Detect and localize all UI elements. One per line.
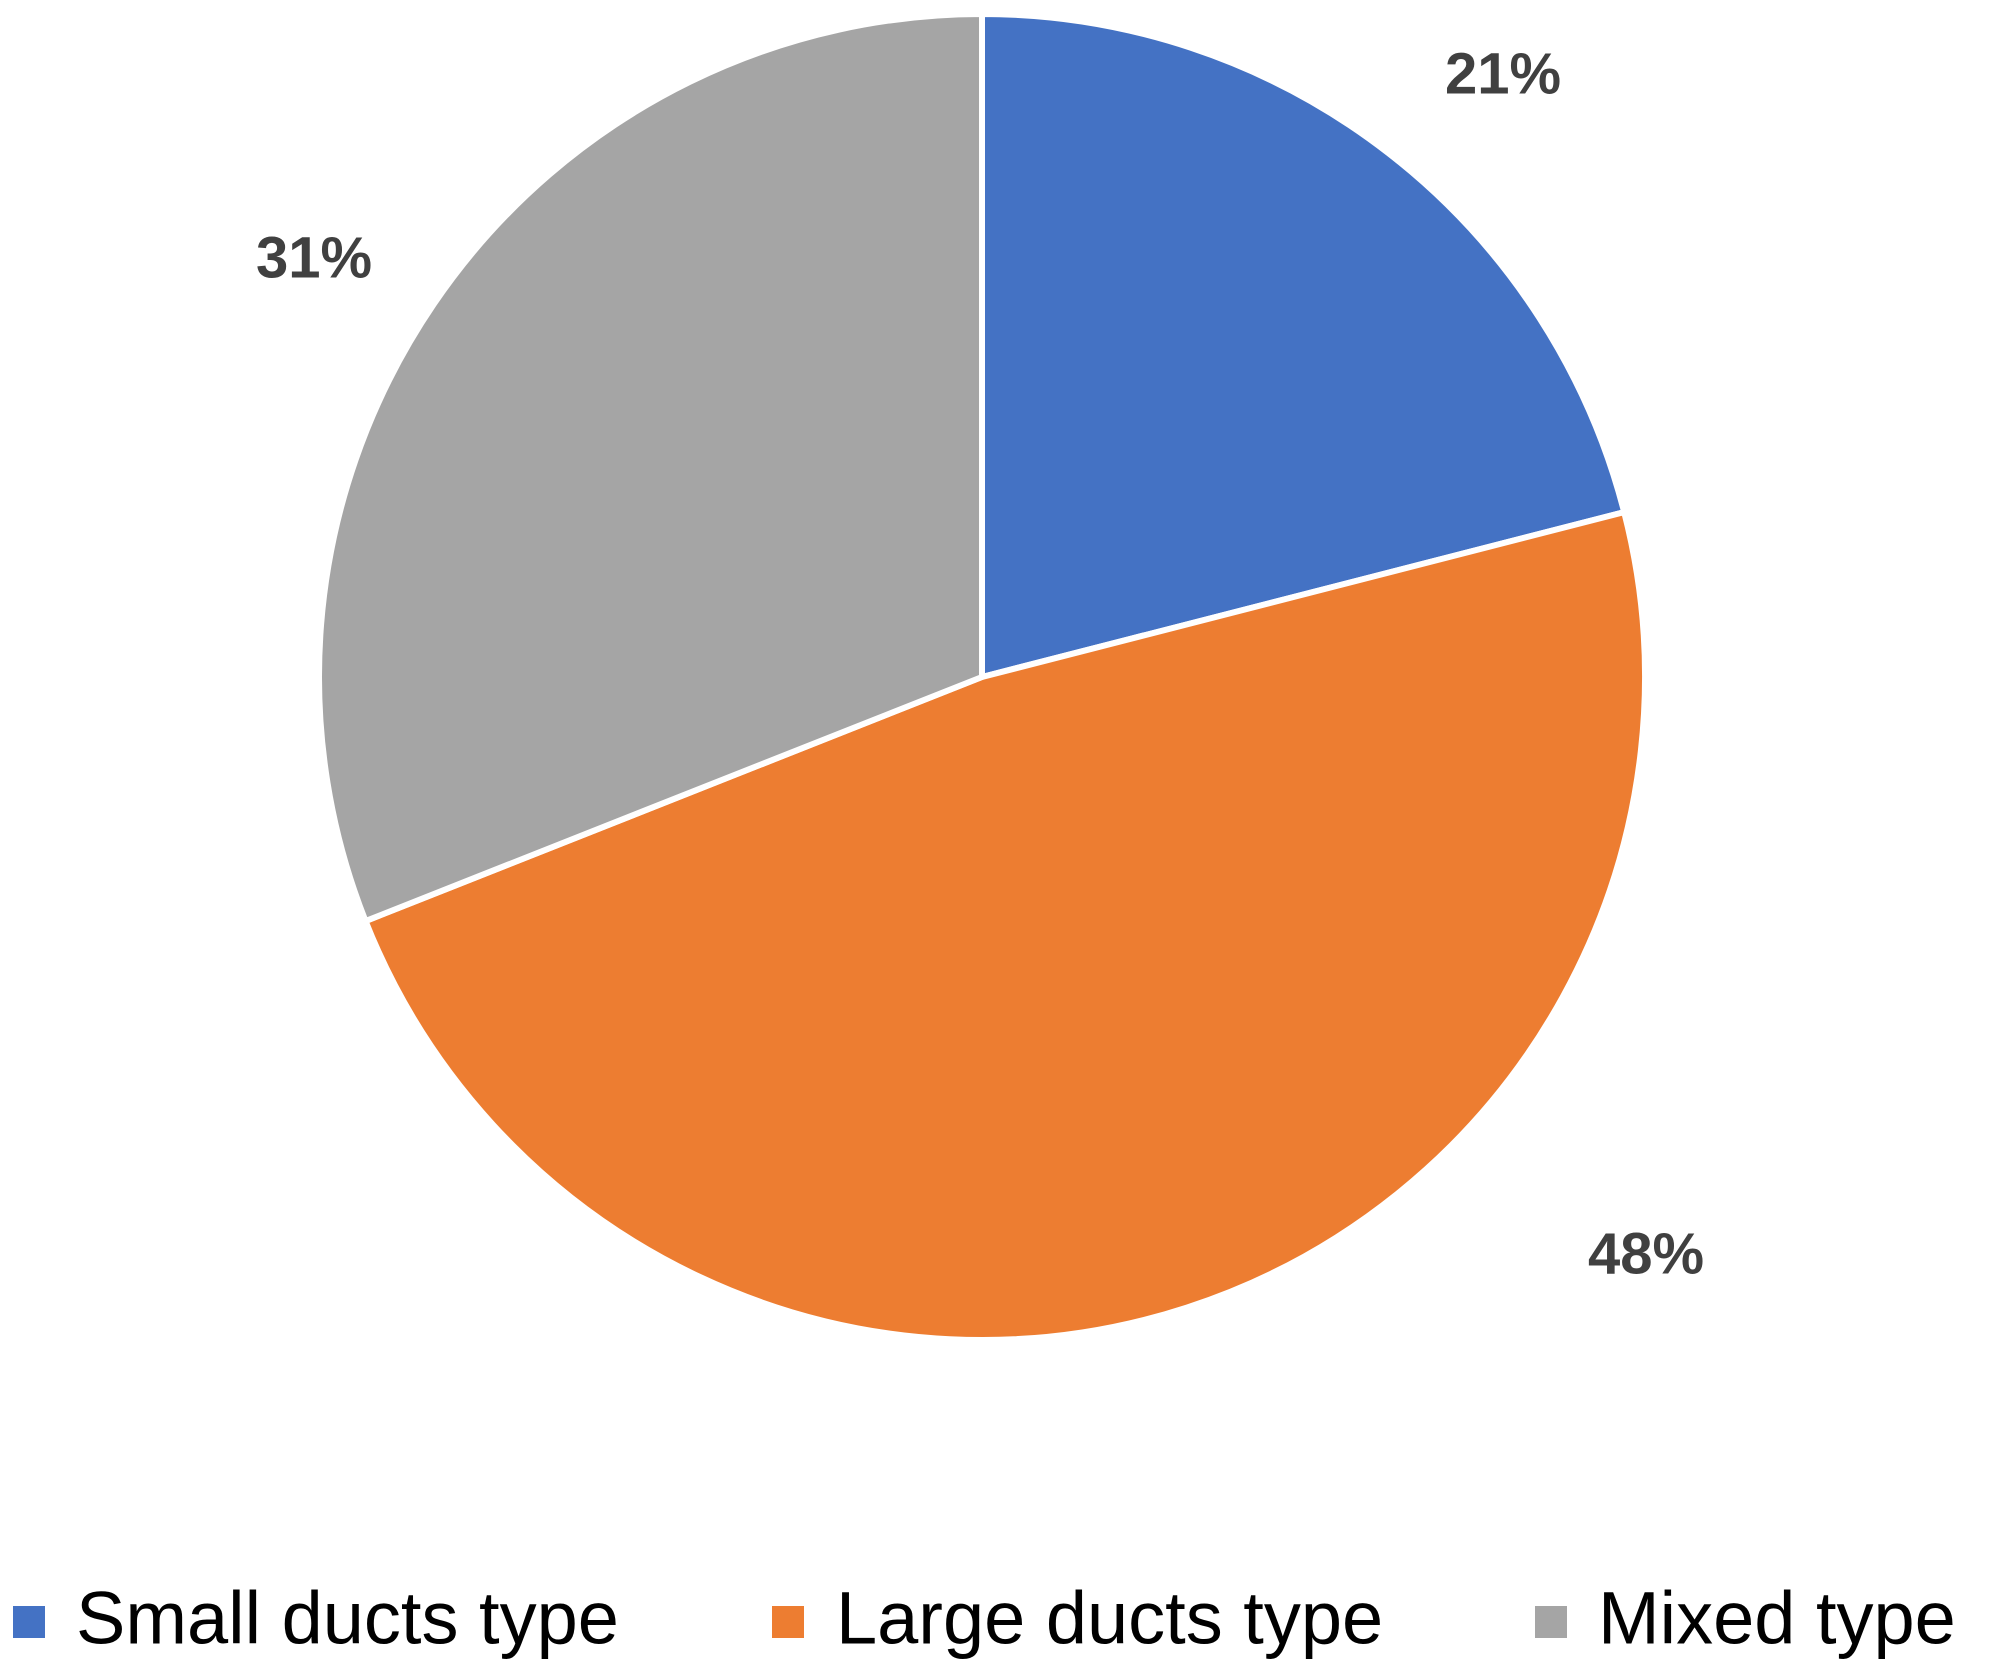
pie-slice — [316, 11, 985, 925]
pie-slice — [979, 11, 1628, 680]
legend-swatch — [13, 1606, 45, 1638]
legend-label: Mixed type — [1598, 1577, 1956, 1660]
legend-swatch — [1535, 1606, 1567, 1638]
legend-swatch — [772, 1606, 804, 1638]
data-label: 48% — [1588, 1221, 1704, 1286]
legend-label: Large ducts type — [836, 1577, 1383, 1660]
pie-slice — [362, 509, 1648, 1343]
data-label: 21% — [1445, 41, 1561, 106]
legend-label: Small ducts type — [76, 1577, 619, 1660]
data-label: 31% — [256, 225, 372, 290]
